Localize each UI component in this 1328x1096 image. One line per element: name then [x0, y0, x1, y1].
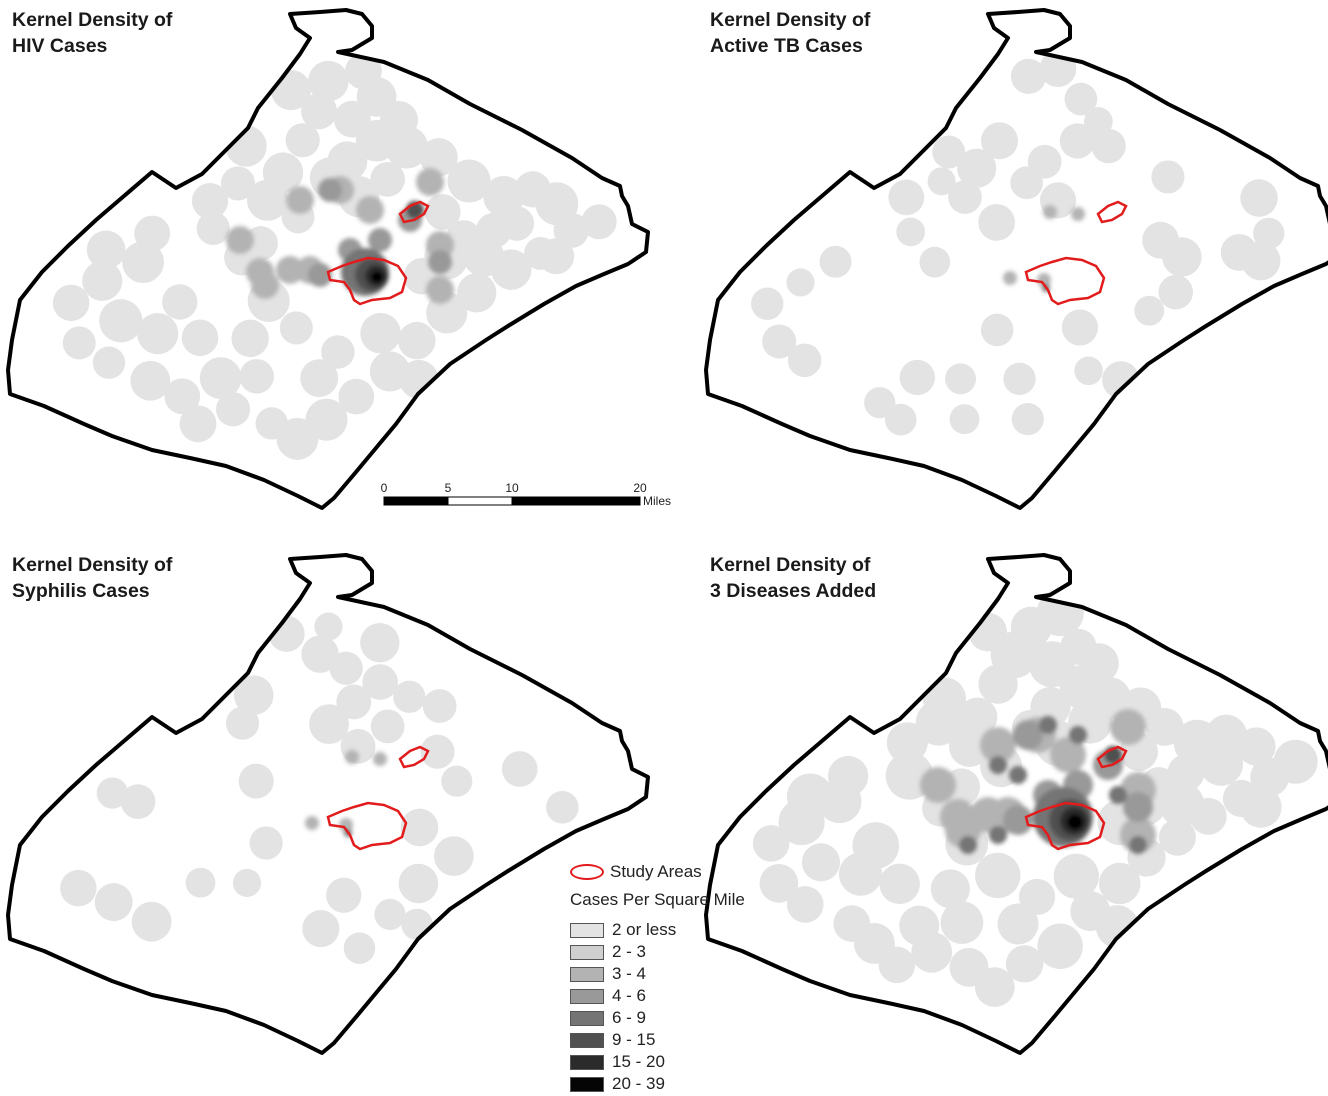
- legend-swatch: [570, 1010, 604, 1026]
- map-hiv: [6, 8, 650, 510]
- legend-class-4: 6 - 9: [570, 1008, 646, 1028]
- density-surface: [752, 589, 1318, 1007]
- legend-class-label: 4 - 6: [612, 986, 647, 1005]
- map-tb: [704, 8, 1328, 510]
- legend-study-areas-label: Study Areas: [610, 862, 702, 881]
- county-boundary: [6, 553, 650, 1055]
- panel-title-line1: Kernel Density of: [12, 9, 173, 31]
- panel-title-line1: Kernel Density of: [710, 554, 871, 576]
- study-area-small: [398, 745, 430, 769]
- legend-class-1: 2 - 3: [570, 942, 646, 962]
- panel-title-line2: Active TB Cases: [710, 35, 863, 57]
- scale-seg-1: [383, 496, 449, 506]
- map-panel-tb: Kernel Density of Active TB Cases: [698, 0, 1328, 548]
- legend-class-7: 20 - 39: [570, 1074, 665, 1094]
- legend-class-2: 3 - 4: [570, 964, 646, 984]
- legend-swatch: [570, 922, 604, 938]
- county-boundary: [6, 8, 650, 510]
- scale-tick-0: 0: [381, 481, 388, 495]
- legend-class-3: 4 - 6: [570, 986, 646, 1006]
- scale-tick-10: 10: [505, 481, 519, 495]
- map-panel-syphilis: Kernel Density of Syphilis Cases: [0, 545, 664, 1093]
- scale-tick-5: 5: [445, 481, 452, 495]
- legend-study-areas: Study Areas: [570, 860, 702, 884]
- legend-swatch: [570, 988, 604, 1004]
- panel-title-line1: Kernel Density of: [12, 554, 173, 576]
- legend-class-label: 2 or less: [612, 920, 677, 939]
- map-panel-combined: Kernel Density of 3 Diseases Added: [698, 545, 1328, 1093]
- study-area-symbol: [570, 864, 604, 880]
- study-area-main: [1024, 801, 1106, 851]
- county-boundary: [704, 8, 1328, 510]
- legend-heading: Cases Per Square Mile: [570, 890, 745, 909]
- scale-tick-20: 20: [633, 481, 647, 495]
- county-boundary: [704, 553, 1328, 1055]
- panel-title-combined: Kernel Density of 3 Diseases Added: [710, 552, 876, 604]
- scale-seg-3: [511, 496, 641, 506]
- map-legend: Study Areas Cases Per Square Mile 2 or l…: [570, 860, 790, 1096]
- study-area-main: [326, 801, 408, 851]
- panel-title-line1: Kernel Density of: [710, 9, 871, 31]
- legend-swatch: [570, 944, 604, 960]
- panel-title-line2: 3 Diseases Added: [710, 580, 877, 602]
- density-surface: [52, 52, 617, 460]
- legend-class-label: 20 - 39: [612, 1074, 665, 1093]
- panel-title-hiv: Kernel Density of HIV Cases: [12, 7, 172, 59]
- panel-title-line2: HIV Cases: [12, 35, 108, 57]
- study-area-main: [1024, 256, 1106, 306]
- legend-swatch: [570, 1076, 604, 1092]
- legend-class-label: 3 - 4: [612, 964, 647, 983]
- legend-class-label: 2 - 3: [612, 942, 647, 961]
- study-area-small: [398, 200, 430, 224]
- legend-swatch: [570, 1032, 604, 1048]
- scale-seg-2: [447, 496, 513, 506]
- panel-title-syphilis: Kernel Density of Syphilis Cases: [12, 552, 172, 604]
- legend-swatch: [570, 966, 604, 982]
- map-panel-hiv: Kernel Density of HIV Cases: [0, 0, 664, 548]
- legend-swatch: [570, 1054, 604, 1070]
- legend-class-label: 6 - 9: [612, 1008, 647, 1027]
- map-combined: [704, 553, 1328, 1055]
- legend-class-6: 15 - 20: [570, 1052, 665, 1072]
- scale-bar: 0 5 10 20 Miles: [380, 480, 690, 514]
- scale-unit: Miles: [643, 494, 671, 508]
- legend-class-label: 15 - 20: [612, 1052, 665, 1071]
- study-area-small: [1096, 745, 1128, 769]
- legend-class-0: 2 or less: [570, 920, 676, 940]
- panel-title-tb: Kernel Density of Active TB Cases: [710, 7, 870, 59]
- map-syphilis: [6, 553, 650, 1055]
- panel-title-line2: Syphilis Cases: [12, 580, 150, 602]
- density-surface: [751, 50, 1285, 436]
- study-area-main: [326, 256, 408, 306]
- study-area-small: [1096, 200, 1128, 224]
- density-surface: [60, 612, 579, 964]
- legend-class-5: 9 - 15: [570, 1030, 655, 1050]
- legend-class-label: 9 - 15: [612, 1030, 656, 1049]
